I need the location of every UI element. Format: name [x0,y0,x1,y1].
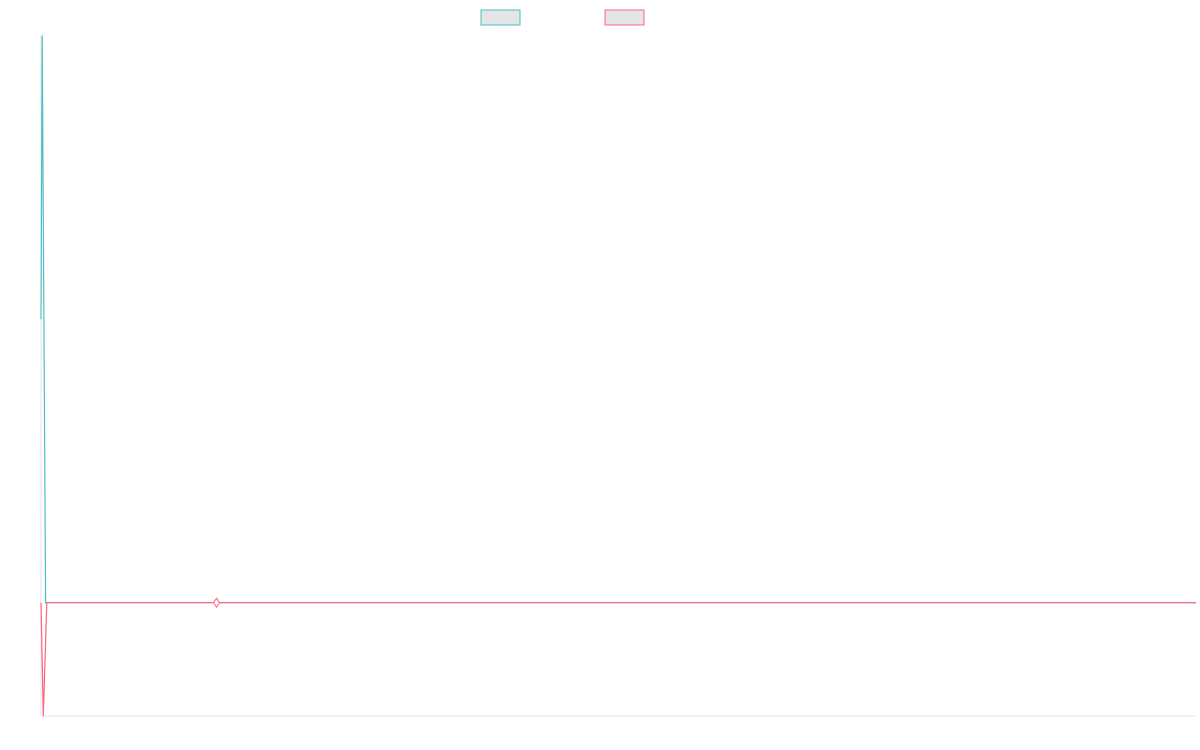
legend [480,9,645,26]
data-point-marker-1 [212,597,221,609]
legend-swatch-2[interactable] [604,9,645,26]
series-line-1 [40,35,1196,604]
legend-swatch-1[interactable] [480,9,521,26]
marker-layer [212,597,221,609]
series-layer [40,35,1196,717]
series-line-2 [40,602,1196,717]
axes [40,36,1196,717]
